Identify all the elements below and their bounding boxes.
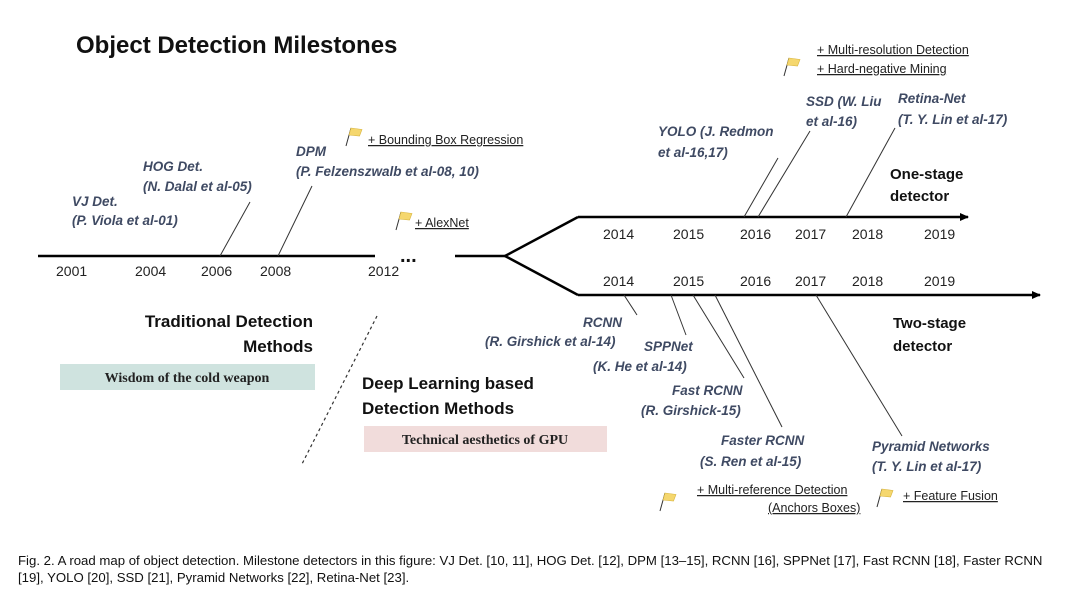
timeline-ellipsis: ...: [400, 245, 417, 267]
one-stage-label-line2: detector: [890, 188, 949, 205]
faster-rcnn-connector: [714, 294, 783, 428]
vj-det-cite: (P. Viola et al-01): [72, 213, 178, 228]
sppnet-connector: [670, 294, 687, 336]
figure-caption: Fig. 2. A road map of object detection. …: [18, 553, 1043, 585]
year-2004: 2004: [135, 263, 166, 279]
branch-lines: [504, 213, 1041, 299]
main-timeline: 2001 2004 2006 2008 2012 ...: [38, 245, 505, 279]
hard-negative-note: + Hard-negative Mining: [817, 62, 947, 76]
anchors-note: (Anchors Boxes): [768, 501, 860, 515]
ssd-name: SSD (W. Liu: [806, 94, 882, 109]
two-stage-year-2018: 2018: [852, 273, 883, 289]
bbox-flag-icon: [345, 127, 363, 147]
year-2008: 2008: [260, 263, 291, 279]
fast-rcnn-cite: (R. Girshick-15): [641, 403, 741, 418]
multi-resolution-note: + Multi-resolution Detection: [817, 43, 969, 57]
hog-connector: [219, 201, 251, 257]
two-stage-detectors: RCNN (R. Girshick et al-14) SPPNet (K. H…: [485, 294, 998, 515]
ssd-cite: et al-16): [806, 114, 858, 129]
year-2006: 2006: [201, 263, 232, 279]
rcnn-connector: [623, 294, 638, 316]
one-stage-label-line1: One-stage: [890, 166, 963, 183]
one-stage-year-2016: 2016: [740, 226, 771, 242]
vj-det-name: VJ Det.: [72, 194, 118, 209]
ssd-flag-icon: [783, 57, 801, 77]
feature-fusion-flag-icon: [876, 488, 894, 508]
hog-det-cite: (N. Dalal et al-05): [143, 179, 252, 194]
feature-fusion-note: + Feature Fusion: [903, 489, 998, 503]
sppnet-name: SPPNet: [644, 339, 693, 354]
traditional-tag: Wisdom of the cold weapon: [105, 371, 270, 386]
dl-era-line1: Deep Learning based: [362, 374, 534, 393]
one-stage-detectors: + Multi-resolution Detection + Hard-nega…: [658, 43, 1008, 218]
ssd-connector: [757, 130, 811, 218]
year-2012: 2012: [368, 263, 399, 279]
one-stage-year-2019: 2019: [924, 226, 955, 242]
alexnet-flag-icon: [395, 211, 413, 231]
dl-tag: Technical aesthetics of GPU: [402, 433, 568, 448]
fast-rcnn-name: Fast RCNN: [672, 383, 743, 398]
yolo-name: YOLO (J. Redmon: [658, 124, 774, 139]
fast-rcnn-connector: [692, 294, 745, 379]
two-stage-years: 2014 2015 2016 2017 2018 2019: [603, 273, 955, 289]
two-stage-year-2019: 2019: [924, 273, 955, 289]
traditional-era-line1: Traditional Detection: [145, 312, 313, 331]
alexnet-note: + AlexNet: [415, 216, 469, 230]
year-2001: 2001: [56, 263, 87, 279]
era-labels: Traditional Detection Methods Wisdom of …: [60, 312, 607, 465]
retinanet-name: Retina-Net: [898, 91, 966, 106]
diagram-title: Object Detection Milestones: [76, 32, 397, 59]
fpn-name: Pyramid Networks: [872, 439, 990, 454]
two-stage-year-2014: 2014: [603, 273, 634, 289]
bbox-regression-note: + Bounding Box Regression: [368, 133, 523, 147]
dpm-cite: (P. Felzenszwalb et al-08, 10): [296, 164, 479, 179]
faster-rcnn-name: Faster RCNN: [721, 433, 805, 448]
one-stage-year-2014: 2014: [603, 226, 634, 242]
dpm-name: DPM: [296, 144, 327, 159]
rcnn-cite: (R. Girshick et al-14): [485, 334, 616, 349]
traditional-era-line2: Methods: [243, 337, 313, 356]
retinanet-connector: [845, 127, 896, 218]
multi-reference-flag-icon: [659, 492, 677, 512]
two-stage-year-2015: 2015: [673, 273, 704, 289]
yolo-cite: et al-16,17): [658, 145, 728, 160]
hog-det-name: HOG Det.: [143, 159, 203, 174]
fpn-cite: (T. Y. Lin et al-17): [872, 459, 982, 474]
dl-era-line2: Detection Methods: [362, 399, 514, 418]
traditional-tag-bg: [60, 364, 315, 390]
fpn-connector: [815, 294, 903, 437]
rcnn-name: RCNN: [583, 315, 622, 330]
two-stage-year-2016: 2016: [740, 273, 771, 289]
two-stage-year-2017: 2017: [795, 273, 826, 289]
faster-rcnn-cite: (S. Ren et al-15): [700, 454, 802, 469]
two-stage-label-line2: detector: [893, 338, 952, 355]
two-stage-label-line1: Two-stage: [893, 315, 966, 332]
yolo-connector: [743, 157, 779, 218]
one-stage-year-2018: 2018: [852, 226, 883, 242]
traditional-detectors: VJ Det. (P. Viola et al-01) HOG Det. (N.…: [72, 127, 523, 257]
multi-reference-note: + Multi-reference Detection: [697, 483, 847, 497]
retinanet-cite: (T. Y. Lin et al-17): [898, 112, 1008, 127]
dpm-connector: [277, 185, 313, 257]
dl-tag-bg: [364, 426, 607, 452]
era-divider: [301, 315, 378, 465]
one-stage-years: 2014 2015 2016 2017 2018 2019: [603, 226, 955, 242]
sppnet-cite: (K. He et al-14): [593, 359, 687, 374]
one-stage-year-2017: 2017: [795, 226, 826, 242]
one-stage-year-2015: 2015: [673, 226, 704, 242]
